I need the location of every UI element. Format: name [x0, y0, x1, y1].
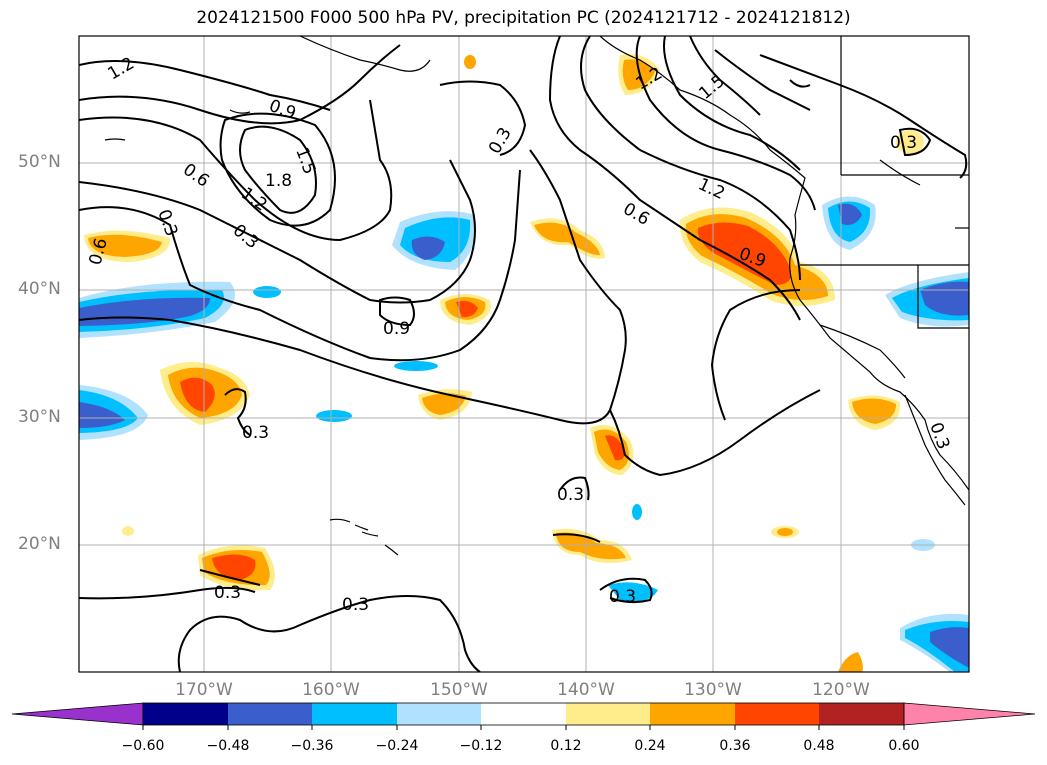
colorbar-tick-label: 0.48	[803, 738, 835, 754]
colorbar-tick-label: 0.36	[719, 738, 751, 754]
contour-label: 0.3	[153, 207, 181, 239]
precip-area-positive	[605, 435, 625, 461]
precip-area-positive	[180, 377, 215, 412]
coastlines	[104, 36, 969, 556]
precip-area-positive	[556, 532, 626, 560]
precip-area-positive	[464, 55, 476, 69]
colorbar	[11, 702, 1036, 730]
colorbar-segment	[312, 703, 397, 725]
precip-area-positive	[697, 222, 791, 285]
contour-label: 0.6	[179, 160, 213, 192]
colorbar-tick-label: 0.60	[888, 738, 920, 754]
colorbar-segment	[143, 703, 228, 725]
contour-label: 1.8	[265, 171, 292, 191]
contour-label: 1.5	[695, 71, 729, 104]
precip-area-negative	[608, 582, 658, 602]
contour-label: 0.3	[242, 423, 269, 443]
contour-label: 0.3	[609, 587, 636, 607]
colorbar-segment	[819, 703, 904, 725]
colorbar-tick-label: −0.60	[121, 738, 165, 754]
colorbar-segment	[566, 703, 650, 725]
lon-label-170w: 170°W	[175, 680, 233, 700]
contour-label: 0.3	[890, 133, 917, 153]
colorbar-tick-label: −0.12	[459, 738, 503, 754]
contour-label: 1.2	[105, 53, 138, 84]
colorbar-tick-label: 0.24	[634, 738, 666, 754]
colorbar-tick-label: 0.12	[550, 738, 582, 754]
precip-area-positive	[212, 554, 256, 580]
contour-label: 0.3	[485, 124, 516, 157]
precip-area-negative	[394, 361, 438, 371]
lon-label-140w: 140°W	[557, 680, 615, 700]
precip-area-negative	[79, 402, 125, 428]
contour-label: 0.3	[342, 595, 369, 615]
colorbar-segment	[397, 703, 481, 725]
precip-area-positive	[122, 526, 134, 536]
contour-labels: 1.2 0.9 1.5 1.8 0.6 1.2 0.3 0.3 0.6 0.3 …	[86, 53, 954, 615]
lon-label-160w: 160°W	[302, 680, 360, 700]
contour-label: 0.3	[925, 420, 953, 452]
contour-label: 0.3	[214, 583, 241, 603]
lon-label-150w: 150°W	[430, 680, 488, 700]
lat-label-40n: 40°N	[18, 279, 61, 299]
precip-area-positive	[456, 300, 478, 318]
colorbar-segment	[228, 703, 312, 725]
contour-label: 0.9	[383, 319, 410, 339]
precip-area-negative	[253, 286, 281, 298]
precip-area-negative	[632, 504, 642, 520]
lon-label-120w: 120°W	[812, 680, 870, 700]
precip-area-negative	[838, 203, 862, 225]
precip-area-positive	[534, 222, 600, 256]
colorbar-segment	[735, 703, 819, 725]
colorbar-tick-label: −0.48	[206, 738, 250, 754]
pv-contours	[79, 36, 968, 672]
precip-area-positive	[88, 234, 162, 257]
precip-area-negative	[930, 627, 969, 668]
precip-shading	[79, 54, 969, 672]
lat-label-30n: 30°N	[18, 407, 61, 427]
colorbar-segment	[650, 703, 735, 725]
colorbar-tick-label: −0.24	[375, 738, 419, 754]
precip-area-negative	[411, 236, 445, 260]
precip-area-negative	[79, 297, 210, 326]
lat-label-50n: 50°N	[18, 152, 61, 172]
precip-area-negative	[316, 410, 352, 422]
precip-area-positive	[777, 528, 793, 536]
contour-label: 0.3	[229, 221, 263, 254]
colorbar-extend-low	[11, 702, 144, 726]
colorbar-extend-high	[903, 702, 1036, 726]
contour-label: 0.6	[620, 199, 653, 230]
map-frame	[78, 35, 970, 673]
colorbar-segment	[481, 703, 566, 725]
contour-label: 1.2	[695, 174, 728, 204]
precip-area-positive	[838, 652, 863, 672]
contour-label: 0.3	[557, 485, 584, 505]
colorbar-tick-label: −0.36	[290, 738, 334, 754]
precip-area-positive	[422, 393, 466, 415]
lat-label-20n: 20°N	[18, 534, 61, 554]
lon-label-130w: 130°W	[684, 680, 742, 700]
map-title: 2024121500 F000 500 hPa PV, precipitatio…	[196, 8, 851, 28]
